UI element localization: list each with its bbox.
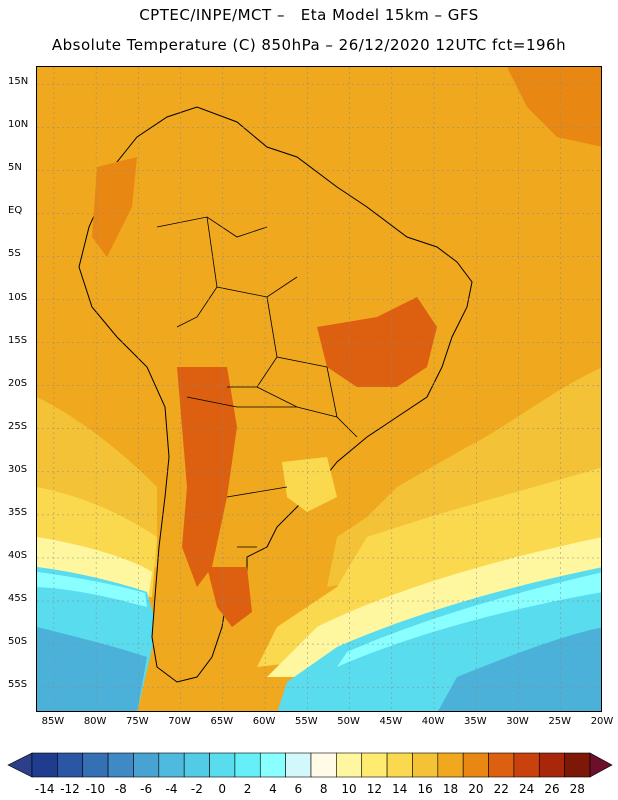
- field-pacific-cyan: [37, 572, 147, 607]
- lat-label: 10N: [8, 119, 29, 131]
- legend-label: 6: [294, 782, 303, 796]
- legend-label: 8: [319, 782, 328, 796]
- legend-swatch: [259, 752, 286, 778]
- legend-swatch: [285, 752, 312, 778]
- lon-label: 70W: [168, 716, 191, 727]
- lon-label: 25W: [548, 716, 572, 727]
- field-atlantic-blue: [438, 627, 601, 711]
- legend-swatch: [183, 752, 210, 778]
- legend-label: 24: [518, 782, 535, 796]
- lat-label: 25S: [8, 420, 28, 432]
- lat-label: EQ: [8, 205, 23, 217]
- lat-lon-grid: [37, 67, 601, 711]
- lat-label: 5N: [8, 162, 22, 174]
- country-borders: [156, 216, 358, 548]
- lat-label: 15S: [8, 334, 28, 346]
- title-line-2: Absolute Temperature (C) 850hPa – 26/12/…: [51, 36, 567, 54]
- legend-label: 28: [569, 782, 585, 796]
- lon-label: 35W: [463, 716, 487, 727]
- legend-label: 2: [243, 782, 252, 796]
- field-atlantic-cyan: [337, 572, 601, 667]
- legend-label: 26: [544, 782, 560, 796]
- legend-label: -2: [190, 782, 203, 796]
- legend-label: 12: [366, 782, 383, 796]
- lat-label: 50S: [8, 636, 28, 648]
- legend-swatch: [82, 752, 109, 778]
- legend-swatch: [209, 752, 236, 778]
- lat-label: 35S: [8, 506, 28, 518]
- field-north-warm: [92, 157, 137, 257]
- temperature-map: [37, 67, 601, 711]
- legend-label: -10: [85, 782, 106, 796]
- lat-label: 20S: [8, 377, 28, 389]
- lat-label: 5S: [8, 248, 21, 260]
- legend-swatch: [336, 752, 363, 778]
- legend-under-arrow: [7, 752, 33, 778]
- lon-label: 40W: [421, 716, 445, 727]
- legend-label: 4: [269, 782, 277, 796]
- legend-label: 20: [468, 782, 484, 796]
- lon-label: 80W: [83, 716, 107, 727]
- lat-label: 15N: [8, 76, 29, 88]
- lat-label: 45S: [8, 593, 28, 605]
- legend-swatch: [437, 752, 464, 778]
- field-pacific-blue: [37, 627, 147, 711]
- legend-swatch: [133, 752, 160, 778]
- legend-swatch: [310, 752, 337, 778]
- field-brazil-hot: [317, 297, 437, 387]
- lon-label: 45W: [379, 716, 403, 727]
- title-line-1: CPTEC/INPE/MCT – Eta Model 15km – GFS: [139, 6, 479, 24]
- legend-swatch: [31, 752, 58, 778]
- field-ne-warm: [507, 67, 601, 147]
- lon-label: 20W: [590, 716, 614, 727]
- south-america-outline: [78, 106, 473, 683]
- legend-label: -14: [34, 782, 55, 796]
- legend-swatch: [462, 752, 489, 778]
- legend-swatch: [513, 752, 540, 778]
- lon-label: 75W: [126, 716, 149, 727]
- lat-label: 40S: [8, 549, 28, 561]
- legend-swatch: [386, 752, 413, 778]
- legend-swatch: [538, 752, 565, 778]
- legend-over-arrow: [589, 752, 613, 778]
- lon-label: 60W: [252, 716, 276, 727]
- field-patagonia-hot: [207, 567, 252, 627]
- legend-label: 18: [442, 782, 459, 796]
- field-uruguay-mild: [282, 457, 337, 512]
- color-legend-bar: [7, 752, 613, 778]
- lat-label: 30S: [8, 463, 28, 475]
- lon-label: 55W: [295, 716, 318, 727]
- field-andes-hot: [177, 367, 237, 587]
- lon-label: 50W: [337, 716, 360, 727]
- legend-label: -12: [60, 782, 80, 796]
- legend-label: -6: [140, 782, 153, 796]
- legend-label: 10: [341, 782, 357, 796]
- legend-swatch: [57, 752, 84, 778]
- legend-swatch: [488, 752, 515, 778]
- legend-swatch: [234, 752, 261, 778]
- map-panel: [36, 66, 602, 712]
- legend-label: 16: [417, 782, 433, 796]
- legend-label: -8: [114, 782, 127, 796]
- lon-label: 65W: [210, 716, 234, 727]
- legend-label: 14: [392, 782, 408, 796]
- lat-label: 55S: [8, 679, 28, 691]
- legend-swatch: [158, 752, 185, 778]
- legend-swatch: [412, 752, 439, 778]
- legend-label: 0: [218, 782, 227, 796]
- legend-label: -4: [165, 782, 178, 796]
- legend-swatch: [107, 752, 134, 778]
- lat-label: 10S: [8, 291, 28, 303]
- lon-label: 85W: [41, 716, 65, 727]
- legend-swatch: [564, 752, 591, 778]
- legend-swatch: [361, 752, 388, 778]
- legend-label: 22: [493, 782, 509, 796]
- lon-label: 30W: [506, 716, 529, 727]
